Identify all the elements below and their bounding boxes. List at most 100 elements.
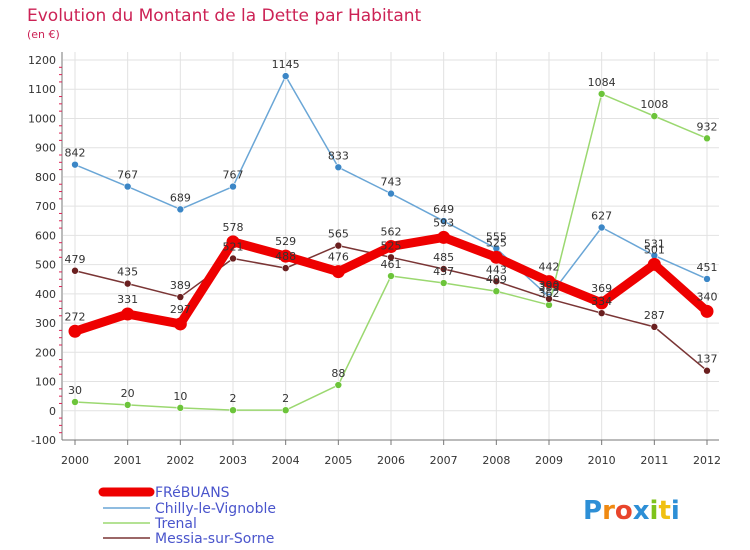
data-label: 842	[65, 147, 86, 160]
data-labels: 842 767 689 767 1145 833 743 649 555 390 627 531 451…	[65, 58, 718, 405]
data-label: 479	[65, 253, 86, 266]
data-label: 435	[117, 266, 138, 279]
data-point	[387, 253, 395, 262]
data-label: 833	[328, 149, 349, 162]
data-label: 30	[68, 384, 82, 397]
data-point	[334, 381, 343, 389]
data-label: 297	[170, 303, 191, 316]
data-point	[176, 293, 185, 301]
data-label: 531	[644, 238, 665, 251]
data-label: 1008	[640, 98, 668, 111]
data-label: 627	[591, 209, 612, 222]
data-point	[437, 230, 451, 244]
axes: -100 0 100 200 300 400 500 600 700 800 900 1000 1100…	[28, 52, 721, 467]
data-point	[545, 295, 553, 303]
data-label: 565	[328, 228, 349, 241]
data-label: 389	[170, 279, 191, 292]
data-point	[281, 264, 290, 272]
y-tick-label: -100	[31, 434, 56, 447]
data-point	[439, 217, 448, 225]
x-tick-label: 2006	[377, 454, 405, 467]
data-label: 767	[117, 169, 138, 182]
data-label: 562	[381, 225, 402, 238]
data-point	[597, 223, 606, 232]
chart-title: Evolution du Montant de la Dette par Hab…	[27, 6, 422, 26]
x-tick-label: 2007	[430, 454, 458, 467]
data-label: 1084	[588, 76, 616, 89]
data-point	[71, 160, 79, 169]
data-point	[439, 279, 448, 287]
data-label: 20	[121, 387, 135, 400]
data-point	[279, 249, 293, 263]
x-tick-label: 2010	[588, 454, 616, 467]
data-label: 272	[65, 310, 86, 323]
data-point	[281, 406, 290, 414]
data-label: 451	[697, 261, 718, 274]
x-tick-label: 2011	[640, 454, 668, 467]
data-point	[331, 265, 345, 279]
legend-label: Chilly-le-Vignoble	[155, 501, 276, 517]
data-label: 488	[275, 250, 296, 263]
legend-label: Trenal	[154, 516, 197, 532]
y-tick-label: 600	[35, 229, 56, 242]
logo-letter: i	[650, 496, 659, 526]
proxiti-logo-text: Proxiti	[583, 496, 680, 526]
data-point	[281, 72, 290, 80]
data-point	[123, 401, 132, 409]
data-point	[439, 265, 448, 273]
data-label: 437	[433, 265, 454, 278]
data-label: 2	[230, 392, 237, 405]
data-point	[334, 163, 343, 172]
data-label: 555	[486, 231, 507, 244]
data-point	[597, 90, 606, 98]
data-label: 390	[539, 279, 560, 292]
data-point	[71, 266, 79, 275]
logo-letter: o	[615, 496, 633, 526]
data-label: 10	[173, 390, 187, 403]
data-label: 362	[539, 287, 560, 300]
data-point	[123, 279, 132, 288]
data-point	[703, 366, 711, 375]
data-label: 743	[381, 176, 402, 189]
data-point	[542, 275, 556, 289]
data-point	[173, 317, 187, 331]
data-point	[387, 272, 395, 280]
data-label: 334	[591, 295, 612, 308]
data-label: 501	[644, 243, 665, 256]
x-tick-label: 2003	[219, 454, 247, 467]
data-point	[123, 182, 132, 191]
x-tick-label: 2008	[482, 454, 510, 467]
data-point	[703, 134, 711, 143]
data-point	[595, 296, 609, 310]
data-point	[650, 323, 659, 331]
y-tick-label: 800	[35, 171, 56, 184]
data-point	[71, 398, 79, 406]
data-point	[492, 277, 501, 286]
y-tick-label: 1100	[28, 83, 56, 96]
data-label: 521	[223, 240, 244, 253]
data-label: 2	[282, 392, 289, 405]
data-point	[229, 254, 237, 263]
data-point	[68, 324, 82, 338]
data-label: 525	[381, 239, 402, 252]
y-tick-label: 700	[35, 200, 56, 213]
data-point	[492, 287, 501, 296]
data-label: 525	[486, 236, 507, 249]
x-tick-label: 2000	[61, 454, 89, 467]
data-label: 340	[697, 290, 718, 303]
y-tick-label: 1000	[28, 112, 56, 125]
y-tick-label: 200	[35, 346, 56, 359]
data-label: 287	[644, 309, 665, 322]
y-tick-label: 100	[35, 376, 56, 389]
data-label: 767	[223, 169, 244, 182]
y-tick-label: 900	[35, 142, 56, 155]
x-tick-label: 2002	[166, 454, 194, 467]
data-point	[384, 239, 398, 253]
legend-label: FRéBUANS	[155, 485, 230, 501]
y-tick-label: 0	[49, 405, 56, 418]
logo-letter: i	[671, 496, 680, 526]
data-point	[176, 205, 185, 214]
y-tick-label: 500	[35, 259, 56, 272]
